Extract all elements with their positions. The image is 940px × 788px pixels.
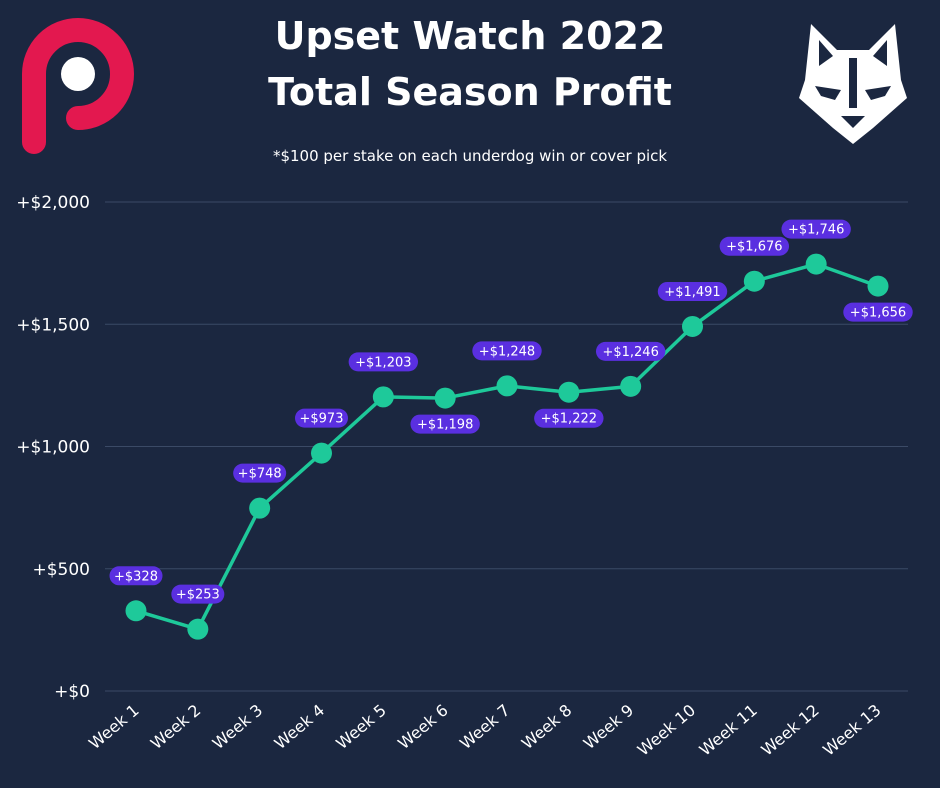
- y-tick-label: +$500: [32, 560, 90, 580]
- data-label-text: +$748: [238, 467, 282, 482]
- data-label-text: +$1,746: [788, 223, 844, 238]
- chart-subtitle: *$100 per stake on each underdog win or …: [272, 147, 668, 165]
- data-label-text: +$1,491: [664, 285, 720, 300]
- chart-title-line2: Total Season Profit: [268, 70, 672, 114]
- data-label: +$1,198: [410, 414, 480, 434]
- data-point: [867, 275, 889, 297]
- data-label: +$1,248: [472, 341, 542, 361]
- x-tick-label: Week 11: [696, 701, 761, 760]
- data-label-bg: [657, 281, 728, 301]
- data-point: [496, 375, 518, 397]
- data-label-bg: [109, 566, 163, 586]
- x-tick-label: Week 12: [757, 701, 822, 760]
- data-point: [558, 381, 580, 403]
- data-label: +$748: [233, 463, 287, 483]
- data-label: +$1,656: [843, 302, 913, 322]
- data-label-bg: [171, 584, 225, 604]
- x-tick-label: Week 8: [518, 701, 575, 754]
- data-point: [372, 386, 394, 408]
- data-label: +$1,222: [534, 408, 604, 428]
- x-tick-label: Week 9: [580, 701, 637, 754]
- data-label: +$973: [295, 408, 348, 428]
- data-point: [434, 387, 456, 409]
- data-label-bg: [233, 463, 287, 483]
- data-point: [620, 375, 642, 397]
- x-tick-label: Week 13: [819, 701, 884, 760]
- data-label-text: +$973: [300, 412, 344, 427]
- data-label: +$1,246: [595, 341, 666, 361]
- data-label-bg: [472, 341, 542, 361]
- data-point: [311, 442, 332, 464]
- y-tick-label: +$1,500: [16, 315, 90, 335]
- y-axis-ticks: +$0 +$500 +$1,000 +$1,500 +$2,000: [16, 193, 90, 702]
- x-tick-label: Week 7: [456, 701, 513, 754]
- data-label-text: +$1,222: [541, 412, 597, 427]
- y-tick-label: +$0: [54, 682, 90, 702]
- data-label: +$1,746: [781, 219, 851, 239]
- data-label-text: +$1,676: [726, 240, 782, 255]
- data-label: +$253: [171, 584, 225, 604]
- x-tick-label: Week 1: [85, 701, 142, 754]
- data-points: [125, 253, 889, 640]
- data-label: +$1,203: [348, 352, 419, 372]
- gridlines: [105, 201, 908, 692]
- data-label: +$328: [109, 566, 163, 586]
- data-point: [249, 497, 271, 519]
- data-label-bg: [534, 408, 604, 428]
- data-point: [125, 600, 147, 622]
- data-point: [805, 253, 827, 275]
- x-tick-label: Week 5: [332, 701, 389, 754]
- data-point: [743, 270, 765, 292]
- x-axis-ticks: Week 1 Week 2 Week 3 Week 4 Week 5 Week 6 Week…: [85, 701, 884, 760]
- y-tick-label: +$1,000: [16, 438, 90, 458]
- wolf-logo-icon: [799, 24, 907, 144]
- chart-title-line1: Upset Watch 2022: [274, 14, 666, 58]
- data-label-bg: [410, 414, 480, 434]
- x-tick-label: Week 4: [271, 701, 328, 754]
- data-label: +$1,491: [657, 281, 728, 301]
- x-tick-label: Week 10: [634, 701, 699, 760]
- data-label: +$1,676: [719, 236, 790, 256]
- x-tick-label: Week 6: [394, 701, 451, 754]
- data-label-bg: [781, 219, 851, 239]
- data-point: [187, 618, 209, 640]
- data-labels: +$328 +$253 +$748 +$973 +$1,203 +$1,198 +$1,24…: [109, 219, 913, 604]
- data-label-text: +$1,198: [417, 418, 473, 433]
- data-label-bg: [595, 341, 666, 361]
- data-label-bg: [719, 236, 790, 256]
- data-label-bg: [348, 352, 419, 372]
- data-label-text: +$1,203: [355, 355, 411, 370]
- x-tick-label: Week 3: [209, 701, 266, 754]
- y-tick-label: +$2,000: [16, 193, 90, 213]
- data-label-bg: [843, 302, 913, 322]
- x-tick-label: Week 2: [147, 701, 204, 754]
- data-label-text: +$253: [176, 588, 220, 603]
- data-label-text: +$1,248: [479, 344, 535, 359]
- data-label-text: +$328: [114, 569, 158, 584]
- data-point: [682, 315, 703, 337]
- p-logo-icon: [22, 18, 134, 154]
- data-label-bg: [295, 408, 348, 428]
- data-label-text: +$1,246: [602, 345, 658, 360]
- data-label-text: +$1,656: [850, 306, 906, 321]
